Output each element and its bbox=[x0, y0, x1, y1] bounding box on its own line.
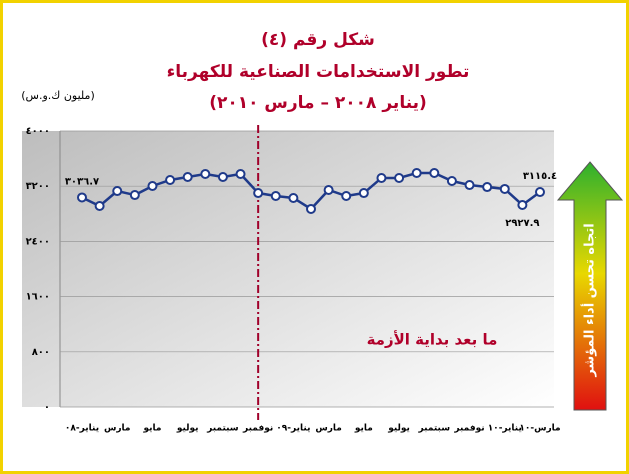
point bbox=[182, 172, 193, 183]
point bbox=[94, 201, 105, 212]
point bbox=[200, 168, 211, 179]
point bbox=[535, 187, 545, 198]
point bbox=[323, 184, 334, 195]
y-tick-label: ٣٢٠٠ bbox=[26, 181, 50, 192]
point bbox=[77, 192, 87, 203]
point bbox=[358, 188, 369, 199]
x-tick-label: مارس bbox=[315, 424, 342, 434]
point bbox=[446, 176, 457, 187]
x-tick-label: يوليو bbox=[176, 424, 199, 434]
y-tick-label: ٠ bbox=[44, 402, 50, 413]
arrow-label: اتجاه تحسن أداء المؤشر bbox=[581, 223, 598, 377]
point bbox=[253, 188, 264, 199]
y-tick-label: ١٦٠٠ bbox=[26, 292, 50, 303]
x-tick-label: سبتمبر bbox=[418, 424, 451, 434]
point bbox=[270, 190, 281, 201]
y-tick-label: ٤٠٠٠ bbox=[26, 126, 50, 137]
x-tick-label: سبتمبر bbox=[206, 424, 239, 434]
x-tick-label: مايو bbox=[354, 424, 373, 434]
point bbox=[217, 172, 228, 183]
x-tick-label: يناير-٠٩ bbox=[276, 424, 310, 434]
point bbox=[165, 174, 176, 185]
x-tick-label: يناير-١٠ bbox=[488, 424, 522, 434]
chart-period: (يناير ٢٠٠٨ – مارس ٢٠١٠) bbox=[209, 93, 427, 113]
point bbox=[376, 172, 387, 183]
x-tick-label: مارس bbox=[104, 424, 131, 434]
point bbox=[147, 180, 158, 191]
point bbox=[394, 172, 405, 183]
point bbox=[499, 183, 510, 194]
chart-subtitle: تطور الاستخدامات الصناعية للكهرباء bbox=[167, 62, 470, 82]
x-tick-label: مارس-١٠ bbox=[519, 424, 560, 434]
x-tick-label: يناير-٠٨ bbox=[65, 424, 99, 434]
value-label: ٢٩٢٧.٩ bbox=[505, 218, 539, 229]
x-tick-label: مايو bbox=[142, 424, 161, 434]
x-tick-label: نوفمبر bbox=[242, 424, 273, 434]
y-axis-label: (مليون ك.و.س) bbox=[21, 89, 95, 102]
point bbox=[517, 199, 528, 210]
point bbox=[112, 186, 123, 197]
point bbox=[129, 190, 140, 201]
arrow bbox=[556, 161, 624, 411]
point bbox=[482, 182, 493, 193]
point bbox=[429, 168, 440, 179]
point bbox=[411, 168, 422, 179]
point bbox=[288, 192, 299, 203]
y-tick-label: ٨٠٠ bbox=[32, 347, 50, 358]
value-label: ٣٠٣٦.٧ bbox=[65, 176, 99, 187]
point bbox=[235, 168, 246, 179]
y-tick-label: ٢٤٠٠ bbox=[26, 236, 50, 247]
chart-title: شكل رقم (٤) bbox=[261, 30, 375, 50]
value-label: ٣١١٥.٤ bbox=[523, 171, 557, 182]
point bbox=[306, 203, 316, 214]
point bbox=[464, 180, 475, 191]
x-tick-label: يوليو bbox=[387, 424, 410, 434]
x-tick-label: نوفمبر bbox=[453, 424, 484, 434]
plot-area bbox=[22, 131, 554, 407]
annotation: ما بعد بداية الأزمة bbox=[367, 331, 498, 349]
point bbox=[341, 190, 352, 201]
